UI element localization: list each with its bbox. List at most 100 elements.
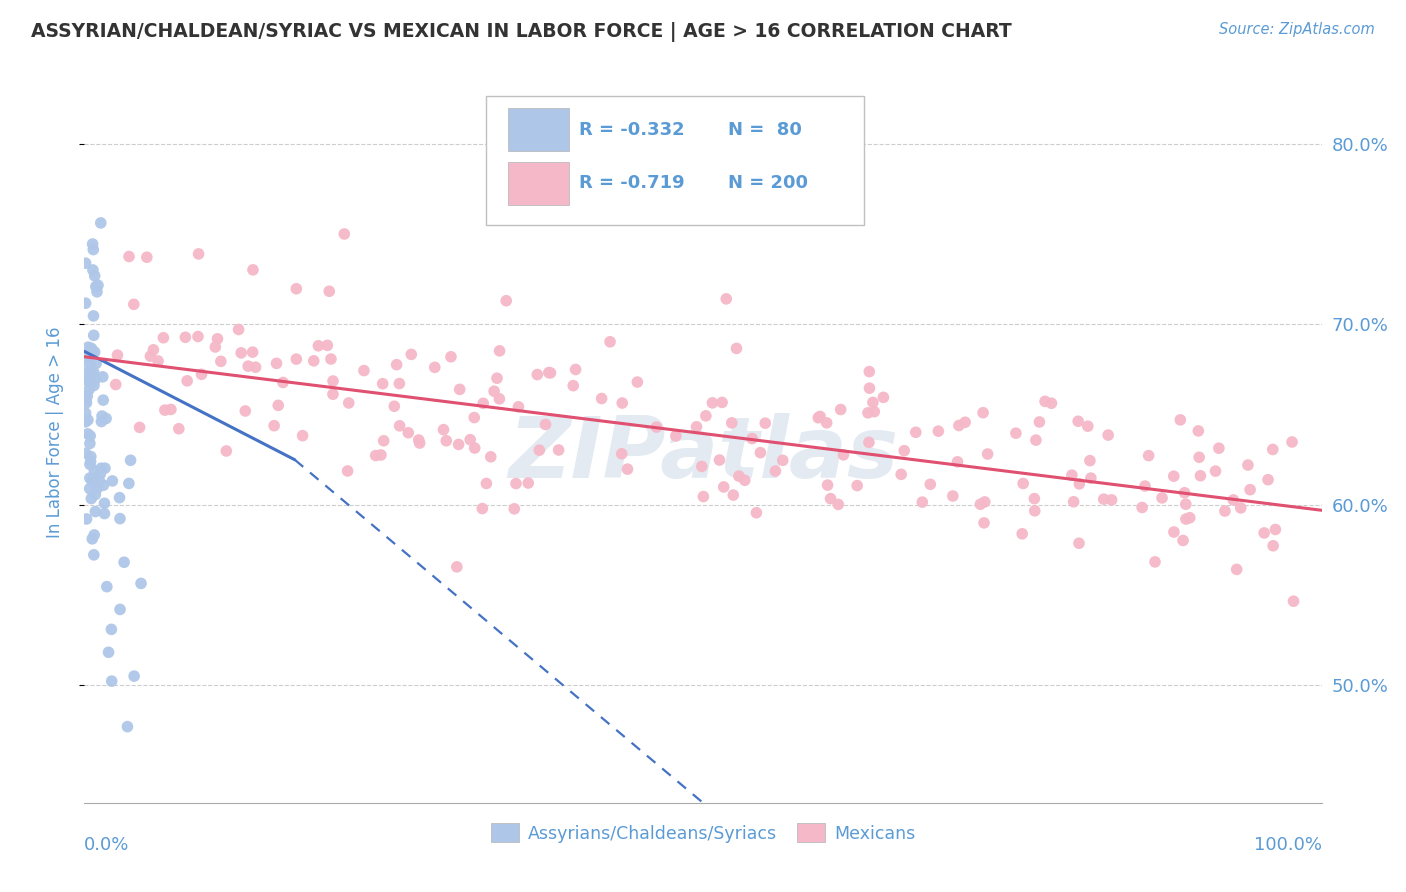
Text: R = -0.719: R = -0.719 xyxy=(579,174,685,192)
Point xyxy=(1264,523,1286,537)
Point xyxy=(973,495,995,509)
Point xyxy=(75,351,97,365)
Point xyxy=(87,278,110,293)
Point xyxy=(1208,441,1230,455)
Point xyxy=(1040,396,1063,410)
Point xyxy=(488,392,510,406)
Point xyxy=(167,422,190,436)
Point xyxy=(503,501,526,516)
Point xyxy=(242,345,264,359)
Point xyxy=(832,448,855,462)
Point xyxy=(370,448,392,462)
Point xyxy=(1163,469,1185,483)
Point xyxy=(120,453,142,467)
Point xyxy=(807,410,830,425)
Point xyxy=(77,374,100,388)
Point xyxy=(209,354,232,368)
Point xyxy=(1012,476,1035,491)
Point xyxy=(734,473,756,487)
Point xyxy=(893,443,915,458)
Point xyxy=(1060,468,1083,483)
Point xyxy=(471,501,494,516)
Point xyxy=(86,285,108,299)
Point xyxy=(1077,419,1099,434)
Point xyxy=(716,292,738,306)
Point xyxy=(863,405,886,419)
Point xyxy=(128,420,150,434)
Point xyxy=(1168,413,1191,427)
Point xyxy=(765,464,787,478)
Point xyxy=(80,450,103,464)
Point xyxy=(285,282,308,296)
Point xyxy=(75,406,97,420)
Point xyxy=(388,418,411,433)
Point xyxy=(972,406,994,420)
Point xyxy=(1025,433,1047,447)
Point xyxy=(458,433,481,447)
Point xyxy=(1213,504,1236,518)
Point xyxy=(82,263,104,277)
Text: 100.0%: 100.0% xyxy=(1254,836,1322,855)
Point xyxy=(77,364,100,378)
Point xyxy=(76,512,98,526)
Point xyxy=(80,342,103,356)
Point xyxy=(1092,492,1115,507)
Point xyxy=(690,459,713,474)
Point xyxy=(1282,594,1305,608)
Point xyxy=(373,434,395,448)
Point xyxy=(231,346,253,360)
Point xyxy=(104,377,127,392)
Point xyxy=(709,453,731,467)
Point xyxy=(1174,497,1197,511)
Point xyxy=(83,548,105,562)
Point xyxy=(1281,435,1303,450)
Point xyxy=(90,415,112,429)
Point xyxy=(82,243,104,257)
Point xyxy=(1188,450,1211,465)
Point xyxy=(233,404,256,418)
Legend: Assyrians/Chaldeans/Syriacs, Mexicans: Assyrians/Chaldeans/Syriacs, Mexicans xyxy=(484,816,922,850)
Point xyxy=(97,645,120,659)
Point xyxy=(302,354,325,368)
Text: R = -0.332: R = -0.332 xyxy=(579,120,685,139)
Point xyxy=(82,237,104,252)
Point xyxy=(336,464,359,478)
Point xyxy=(93,478,115,492)
Point xyxy=(720,416,742,430)
Point xyxy=(263,418,285,433)
Point xyxy=(1130,500,1153,515)
Point xyxy=(1257,473,1279,487)
Point xyxy=(1133,479,1156,493)
Point xyxy=(432,423,454,437)
Point xyxy=(1163,524,1185,539)
Point xyxy=(858,365,880,379)
Point xyxy=(1178,510,1201,524)
Point xyxy=(953,415,976,429)
Point xyxy=(135,250,157,264)
Point xyxy=(401,347,423,361)
Point xyxy=(1239,483,1261,497)
Point xyxy=(973,516,995,530)
Point xyxy=(388,376,411,391)
Point xyxy=(1187,424,1209,438)
Point xyxy=(242,263,264,277)
Point xyxy=(449,382,471,396)
Point xyxy=(93,507,115,521)
Point xyxy=(271,376,294,390)
Point xyxy=(772,453,794,467)
Point xyxy=(1011,526,1033,541)
Point xyxy=(529,443,551,458)
Point xyxy=(1205,464,1227,478)
Point xyxy=(911,495,934,509)
Point xyxy=(79,482,101,496)
Point xyxy=(80,366,103,380)
Point xyxy=(1171,533,1194,548)
Point xyxy=(1063,495,1085,509)
Point xyxy=(948,418,970,433)
Point xyxy=(612,396,634,410)
Point xyxy=(76,426,98,441)
Point xyxy=(80,491,103,506)
Point xyxy=(307,339,329,353)
Point xyxy=(267,398,290,412)
Point xyxy=(1005,426,1028,441)
